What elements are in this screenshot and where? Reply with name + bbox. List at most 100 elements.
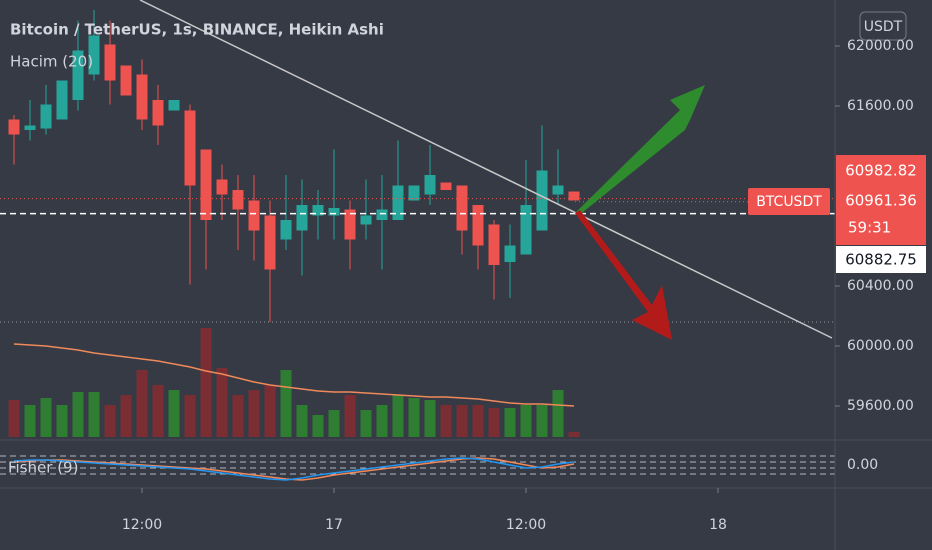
volume-bar bbox=[456, 405, 468, 437]
volume-bar bbox=[440, 405, 452, 437]
candle-body bbox=[88, 35, 100, 75]
prev-close-box bbox=[836, 246, 926, 273]
fisher-tick-label: 0.00 bbox=[847, 457, 878, 473]
candle-body bbox=[56, 80, 68, 120]
candle-body bbox=[552, 185, 564, 195]
volume-bar bbox=[504, 408, 516, 437]
candle-body bbox=[216, 179, 228, 195]
chart-title: Bitcoin / TetherUS, 1s, BINANCE, Heikin … bbox=[10, 21, 384, 39]
prev-close-label: 60882.75 bbox=[845, 251, 917, 269]
y-tick-label: 60000.00 bbox=[847, 338, 914, 354]
volume-bar bbox=[248, 390, 260, 437]
volume-bar bbox=[408, 398, 420, 437]
candle-body bbox=[376, 209, 388, 220]
candle-body bbox=[472, 205, 484, 246]
candle-body bbox=[184, 110, 196, 186]
candle-body bbox=[104, 44, 116, 81]
volume-bar bbox=[168, 390, 180, 437]
volume-bar bbox=[104, 405, 116, 437]
candle-body bbox=[456, 185, 468, 231]
candle-body bbox=[8, 119, 20, 135]
volume-bar bbox=[520, 405, 532, 437]
volume-bar bbox=[264, 385, 276, 437]
candle-body bbox=[152, 100, 164, 126]
candle-body bbox=[520, 205, 532, 255]
volume-bar bbox=[120, 395, 132, 437]
candle-body bbox=[504, 245, 516, 262]
candle-body bbox=[424, 175, 436, 195]
volume-bar bbox=[344, 395, 356, 437]
y-tick-label: 60400.00 bbox=[847, 278, 914, 294]
volume-bar bbox=[328, 410, 340, 437]
volume-bar bbox=[392, 395, 404, 437]
volume-bar bbox=[296, 405, 308, 437]
indicator-title: Fisher (9) bbox=[8, 459, 78, 477]
volume-bar bbox=[536, 405, 548, 437]
candle-body bbox=[328, 208, 340, 216]
candle-body bbox=[360, 215, 372, 225]
volume-bar bbox=[88, 392, 100, 437]
volume-bar bbox=[24, 405, 36, 437]
volume-ma-line bbox=[13, 343, 575, 407]
y-tick-label: 62000.00 bbox=[847, 38, 914, 54]
candle-body bbox=[312, 205, 324, 216]
candle-body bbox=[40, 104, 52, 129]
volume-bar bbox=[8, 400, 20, 437]
candle-body bbox=[408, 185, 420, 201]
volume-bar bbox=[424, 400, 436, 437]
candle-body bbox=[296, 205, 308, 231]
fisher-line bbox=[13, 457, 575, 481]
volume-bar bbox=[72, 392, 84, 437]
volume-bar bbox=[216, 368, 228, 437]
volume-bar bbox=[200, 328, 212, 437]
volume-bar bbox=[376, 405, 388, 437]
candle-body bbox=[200, 149, 212, 220]
candle-body bbox=[392, 185, 404, 220]
candle-body bbox=[72, 50, 84, 100]
up-arrow bbox=[575, 85, 705, 216]
candle-body bbox=[168, 100, 180, 111]
y-tick-label: 61600.00 bbox=[847, 98, 914, 114]
last-price-label: 60961.36 bbox=[845, 192, 917, 210]
symbol-label: BTCUSDT bbox=[756, 194, 822, 210]
volume-bar bbox=[552, 390, 564, 437]
volume-bar bbox=[136, 370, 148, 437]
volume-title: Hacim (20) bbox=[10, 53, 93, 71]
volume-bar bbox=[56, 405, 68, 437]
candle-body bbox=[440, 182, 452, 190]
volume-bar bbox=[184, 395, 196, 437]
x-tick-label: 12:00 bbox=[122, 517, 162, 533]
volume-bar bbox=[312, 415, 324, 437]
candle-body bbox=[232, 190, 244, 210]
candle-body bbox=[488, 224, 500, 265]
candle-body bbox=[248, 200, 260, 231]
price-box bbox=[836, 155, 926, 245]
candle-body bbox=[536, 170, 548, 231]
volume-bar bbox=[568, 432, 580, 437]
volume-bar bbox=[488, 408, 500, 437]
high-label: 60982.82 bbox=[845, 162, 917, 180]
candle-body bbox=[120, 65, 132, 96]
symbol-tag bbox=[748, 188, 830, 215]
currency-button[interactable] bbox=[859, 11, 907, 41]
trend-line bbox=[139, 0, 833, 339]
down-arrow bbox=[575, 210, 672, 340]
x-tick-label: 12:00 bbox=[506, 517, 546, 533]
volume-bar bbox=[232, 395, 244, 437]
candle-body bbox=[568, 191, 580, 201]
x-tick-label: 18 bbox=[709, 517, 727, 533]
volume-bar bbox=[280, 370, 292, 437]
y-tick-label: 59600.00 bbox=[847, 398, 914, 414]
volume-bar bbox=[360, 410, 372, 437]
volume-bar bbox=[152, 385, 164, 437]
plot-area bbox=[0, 10, 835, 481]
candle-body bbox=[24, 125, 36, 130]
volume-bar bbox=[472, 405, 484, 437]
x-tick-label: 17 bbox=[325, 517, 343, 533]
candle-body bbox=[136, 74, 148, 120]
currency-label[interactable]: USDT bbox=[864, 19, 903, 35]
candle-body bbox=[344, 209, 356, 240]
candle-body bbox=[280, 220, 292, 240]
candle-body bbox=[264, 215, 276, 270]
